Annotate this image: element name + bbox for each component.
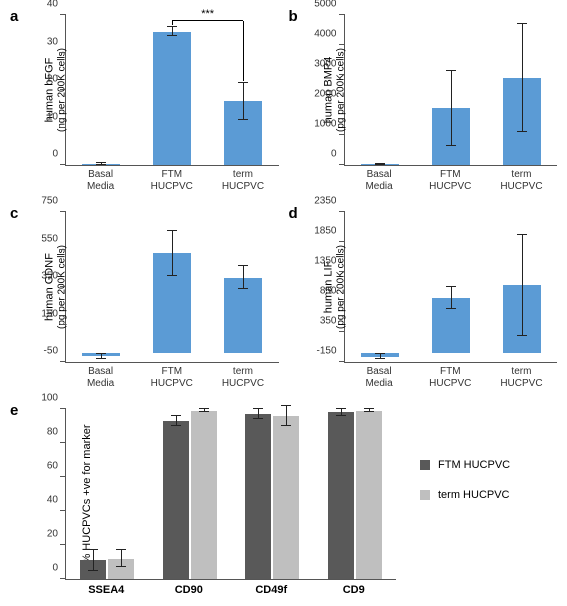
y-tick-label: 0 bbox=[52, 563, 66, 574]
y-tick-label: 4000 bbox=[314, 29, 344, 40]
y-tick-label: 0 bbox=[52, 149, 66, 160]
x-tick-label: SSEA4 bbox=[65, 584, 148, 596]
y-tick-label: 550 bbox=[41, 233, 66, 244]
y-tick-label: 5000 bbox=[314, 0, 344, 10]
x-tick-label: CD9 bbox=[313, 584, 396, 596]
x-tick-label: FTMHUCPVC bbox=[415, 169, 486, 192]
panel-label: a bbox=[10, 8, 18, 25]
panel-e: e % HUCPVCs +ve for marker020406080100 SSE… bbox=[10, 404, 557, 596]
significance-label: *** bbox=[201, 8, 214, 20]
y-tick-label: 100 bbox=[41, 393, 66, 404]
x-tick-label: termHUCPVC bbox=[207, 366, 278, 389]
panel-b: b human BMP4(pg per 200K cells)0100020003… bbox=[289, 10, 558, 192]
bar bbox=[273, 416, 299, 579]
bar bbox=[153, 32, 191, 165]
figure-grid: a human bFGF(ng per 200K cells)010203040*… bbox=[10, 10, 557, 596]
y-tick-label: 60 bbox=[47, 461, 66, 472]
y-tick-label: 3000 bbox=[314, 59, 344, 70]
legend: FTM HUCPVC term HUCPVC bbox=[420, 459, 510, 519]
y-tick-label: 20 bbox=[47, 74, 66, 85]
x-tick-label: BasalMedia bbox=[65, 366, 136, 389]
y-tick-label: 80 bbox=[47, 427, 66, 438]
y-tick-label: 350 bbox=[41, 271, 66, 282]
x-tick-label: termHUCPVC bbox=[207, 169, 278, 192]
panel-label: b bbox=[289, 8, 298, 25]
y-tick-label: 150 bbox=[41, 308, 66, 319]
panel-d: d human LIF(pg per 200K cells)-1503508501… bbox=[289, 207, 558, 389]
chart-area: human LIF(pg per 200K cells)-15035085013… bbox=[344, 212, 558, 363]
y-tick-label: 10 bbox=[47, 111, 66, 122]
chart-area: % HUCPVCs +ve for marker020406080100 bbox=[65, 409, 396, 580]
x-tick-label: BasalMedia bbox=[344, 366, 415, 389]
x-tick-label: FTMHUCPVC bbox=[136, 169, 207, 192]
chart-area: human bFGF(ng per 200K cells)010203040**… bbox=[65, 15, 279, 166]
chart-area: human BMP4(pg per 200K cells)01000200030… bbox=[344, 15, 558, 166]
y-tick-label: 850 bbox=[320, 286, 345, 297]
bar bbox=[224, 278, 262, 353]
bar bbox=[163, 421, 189, 579]
bar bbox=[356, 411, 382, 579]
x-tick-label: termHUCPVC bbox=[486, 366, 557, 389]
legend-label: term HUCPVC bbox=[438, 489, 510, 501]
panel-c: c human GDNF(pg per 200K cells)-501503505… bbox=[10, 207, 279, 389]
x-tick-label: termHUCPVC bbox=[486, 169, 557, 192]
legend-item: term HUCPVC bbox=[420, 489, 510, 501]
bar bbox=[328, 412, 354, 579]
y-tick-label: 20 bbox=[47, 529, 66, 540]
x-tick-label: CD49f bbox=[230, 584, 313, 596]
y-tick-label: 30 bbox=[47, 36, 66, 47]
y-tick-label: 1000 bbox=[314, 119, 344, 130]
legend-item: FTM HUCPVC bbox=[420, 459, 510, 471]
y-tick-label: 0 bbox=[331, 149, 345, 160]
y-tick-label: 1850 bbox=[314, 226, 344, 237]
bar bbox=[245, 414, 271, 579]
y-tick-label: 1350 bbox=[314, 256, 344, 267]
y-tick-label: 40 bbox=[47, 495, 66, 506]
legend-label: FTM HUCPVC bbox=[438, 459, 510, 471]
x-tick-label: FTMHUCPVC bbox=[136, 366, 207, 389]
panel-label: d bbox=[289, 205, 298, 222]
y-tick-label: 750 bbox=[41, 196, 66, 207]
x-tick-label: BasalMedia bbox=[344, 169, 415, 192]
y-tick-label: -50 bbox=[44, 346, 66, 357]
panel-a: a human bFGF(ng per 200K cells)010203040*… bbox=[10, 10, 279, 192]
x-tick-label: BasalMedia bbox=[65, 169, 136, 192]
y-tick-label: -150 bbox=[316, 346, 344, 357]
y-tick-label: 2000 bbox=[314, 89, 344, 100]
y-tick-label: 2350 bbox=[314, 196, 344, 207]
chart-area: human GDNF(pg per 200K cells)-5015035055… bbox=[65, 212, 279, 363]
panel-label: c bbox=[10, 205, 18, 222]
y-tick-label: 350 bbox=[320, 316, 345, 327]
x-tick-label: CD90 bbox=[148, 584, 231, 596]
legend-swatch bbox=[420, 490, 430, 500]
y-tick-label: 40 bbox=[47, 0, 66, 10]
panel-label: e bbox=[10, 402, 18, 419]
bar bbox=[191, 411, 217, 579]
x-tick-label: FTMHUCPVC bbox=[415, 366, 486, 389]
legend-swatch bbox=[420, 460, 430, 470]
